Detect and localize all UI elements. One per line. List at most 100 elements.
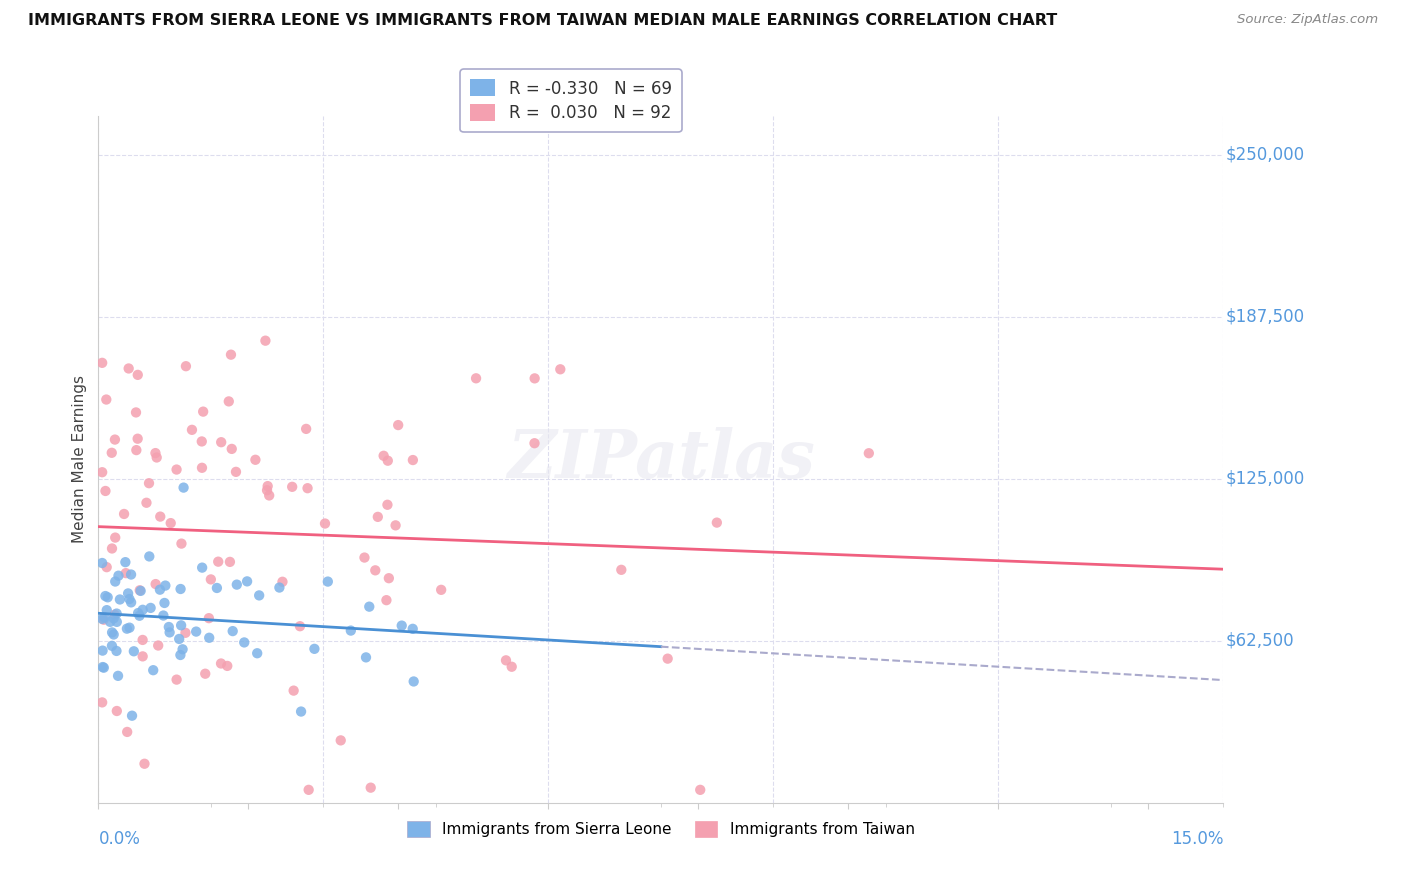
Point [139,601,162,615]
Point [373,449,395,463]
Point [314,516,336,531]
Point [354,650,377,665]
Point [107,568,129,582]
Point [181,423,204,437]
Point [91,695,114,709]
Point [131,632,153,647]
Point [155,578,177,592]
Point [91,465,114,479]
Point [104,607,127,622]
Point [269,581,291,595]
Point [174,359,197,374]
Point [105,607,128,621]
Point [550,362,572,376]
Point [367,509,389,524]
Point [191,404,214,418]
Point [118,592,141,607]
Point [198,631,221,645]
Point [225,465,247,479]
Point [359,599,381,614]
Point [209,435,232,450]
Point [125,405,148,419]
Point [115,566,138,581]
Point [402,622,425,636]
Point [159,516,181,530]
Point [377,453,399,467]
Point [131,649,153,664]
Point [166,462,188,476]
Text: $187,500: $187,500 [1226,308,1305,326]
Point [112,507,135,521]
Point [217,659,239,673]
Point [118,361,141,376]
Point [283,683,305,698]
Point [402,453,425,467]
Point [256,483,278,498]
Point [127,368,149,382]
Point [121,708,143,723]
Point [706,516,728,530]
Point [117,586,139,600]
Point [225,577,247,591]
Point [364,563,387,577]
Point [254,334,277,348]
Point [166,673,188,687]
Point [103,627,125,641]
Text: $62,500: $62,500 [1226,632,1294,649]
Point [101,625,124,640]
Text: 0.0%: 0.0% [98,830,141,848]
Point [172,642,194,657]
Point [219,555,242,569]
Text: 15.0%: 15.0% [1171,830,1223,848]
Point [353,550,375,565]
Point [96,603,118,617]
Point [138,476,160,491]
Text: Source: ZipAtlas.com: Source: ZipAtlas.com [1237,13,1378,27]
Point [104,531,127,545]
Point [194,666,217,681]
Point [174,625,197,640]
Point [281,480,304,494]
Point [186,624,208,639]
Point [91,356,114,370]
Point [191,460,214,475]
Point [105,644,128,658]
Point [157,620,180,634]
Point [122,644,145,658]
Point [145,450,167,465]
Point [271,574,294,589]
Point [129,583,152,598]
Point [101,541,124,556]
Point [138,549,160,564]
Point [257,488,280,502]
Point [114,555,136,569]
Point [120,595,142,609]
Point [93,613,115,627]
Legend: Immigrants from Sierra Leone, Immigrants from Taiwan: Immigrants from Sierra Leone, Immigrants… [401,815,921,843]
Point [384,518,406,533]
Point [100,446,122,460]
Point [91,643,114,657]
Point [127,606,149,620]
Point [222,624,245,639]
Point [297,481,319,495]
Text: $250,000: $250,000 [1226,145,1305,164]
Point [402,674,425,689]
Point [858,446,880,460]
Point [523,436,546,450]
Point [94,589,117,603]
Point [610,563,633,577]
Point [107,669,129,683]
Point [246,646,269,660]
Point [148,639,170,653]
Point [233,635,256,649]
Point [495,653,517,667]
Point [167,632,190,646]
Point [207,555,229,569]
Point [465,371,488,385]
Point [91,660,114,674]
Point [295,422,318,436]
Point [93,610,115,624]
Point [128,608,150,623]
Point [115,725,138,739]
